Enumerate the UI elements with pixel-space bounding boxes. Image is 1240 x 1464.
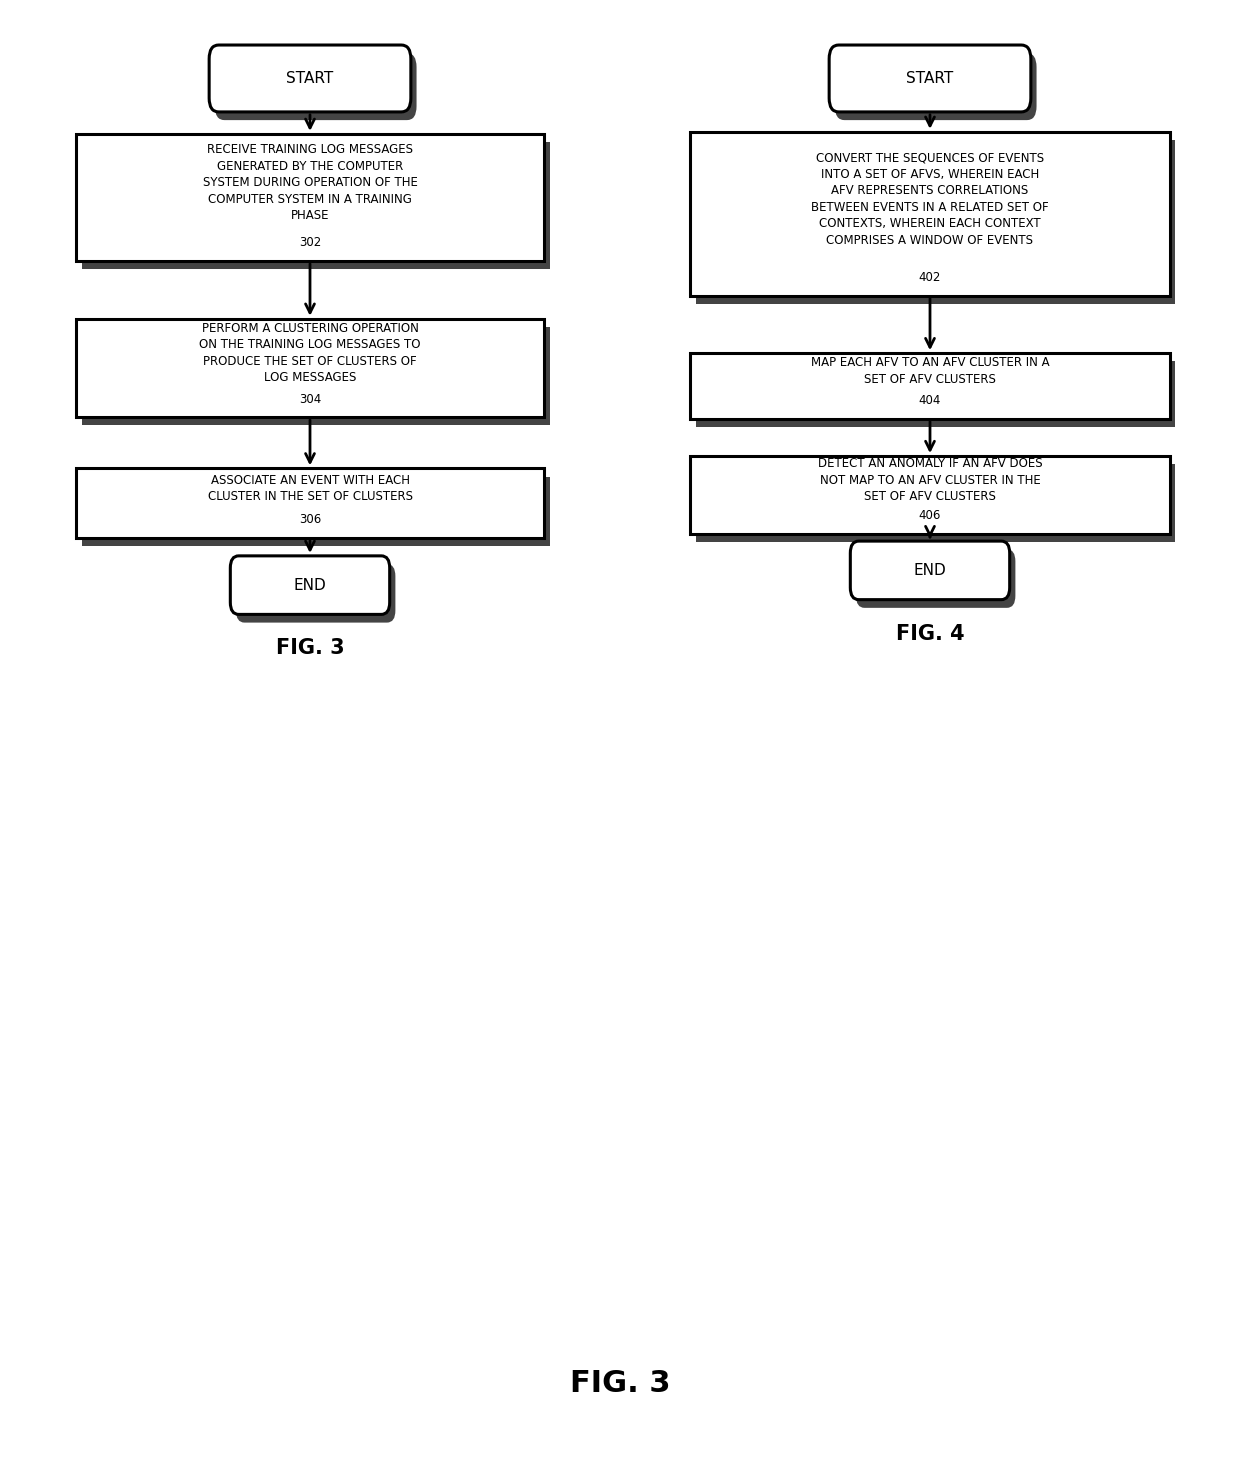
- Text: 304: 304: [299, 392, 321, 406]
- Bar: [691, 132, 1169, 296]
- Text: 404: 404: [919, 394, 941, 407]
- Bar: [76, 468, 544, 537]
- Bar: [76, 133, 544, 261]
- Bar: [696, 141, 1176, 305]
- FancyBboxPatch shape: [830, 45, 1030, 111]
- Text: START: START: [286, 70, 334, 86]
- Text: END: END: [294, 578, 326, 593]
- Text: CONVERT THE SEQUENCES OF EVENTS
INTO A SET OF AFVS, WHEREIN EACH
AFV REPRESENTS : CONVERT THE SEQUENCES OF EVENTS INTO A S…: [811, 151, 1049, 247]
- Bar: [76, 319, 544, 417]
- Text: 406: 406: [919, 509, 941, 523]
- Text: RECEIVE TRAINING LOG MESSAGES
GENERATED BY THE COMPUTER
SYSTEM DURING OPERATION : RECEIVE TRAINING LOG MESSAGES GENERATED …: [202, 143, 418, 223]
- Bar: [82, 476, 549, 546]
- FancyBboxPatch shape: [236, 564, 396, 622]
- Text: 302: 302: [299, 236, 321, 249]
- Text: END: END: [914, 562, 946, 578]
- Text: MAP EACH AFV TO AN AFV CLUSTER IN A
SET OF AFV CLUSTERS: MAP EACH AFV TO AN AFV CLUSTER IN A SET …: [811, 356, 1049, 386]
- Bar: [691, 353, 1169, 419]
- Bar: [82, 326, 549, 425]
- Text: ASSOCIATE AN EVENT WITH EACH
CLUSTER IN THE SET OF CLUSTERS: ASSOCIATE AN EVENT WITH EACH CLUSTER IN …: [207, 474, 413, 504]
- Text: START: START: [906, 70, 954, 86]
- Bar: [696, 362, 1176, 427]
- FancyBboxPatch shape: [210, 45, 410, 111]
- FancyBboxPatch shape: [215, 53, 417, 120]
- Text: FIG. 4: FIG. 4: [895, 624, 965, 644]
- Bar: [696, 464, 1176, 542]
- Text: FIG. 3: FIG. 3: [569, 1369, 671, 1398]
- Bar: [82, 142, 549, 269]
- Text: DETECT AN ANOMALY IF AN AFV DOES
NOT MAP TO AN AFV CLUSTER IN THE
SET OF AFV CLU: DETECT AN ANOMALY IF AN AFV DOES NOT MAP…: [817, 457, 1043, 504]
- Text: 306: 306: [299, 514, 321, 527]
- FancyBboxPatch shape: [856, 549, 1016, 608]
- Text: 402: 402: [919, 271, 941, 284]
- FancyBboxPatch shape: [851, 542, 1009, 600]
- Bar: [691, 455, 1169, 534]
- Text: FIG. 3: FIG. 3: [275, 638, 345, 659]
- FancyBboxPatch shape: [231, 556, 389, 615]
- FancyBboxPatch shape: [835, 53, 1037, 120]
- Text: PERFORM A CLUSTERING OPERATION
ON THE TRAINING LOG MESSAGES TO
PRODUCE THE SET O: PERFORM A CLUSTERING OPERATION ON THE TR…: [200, 322, 420, 385]
